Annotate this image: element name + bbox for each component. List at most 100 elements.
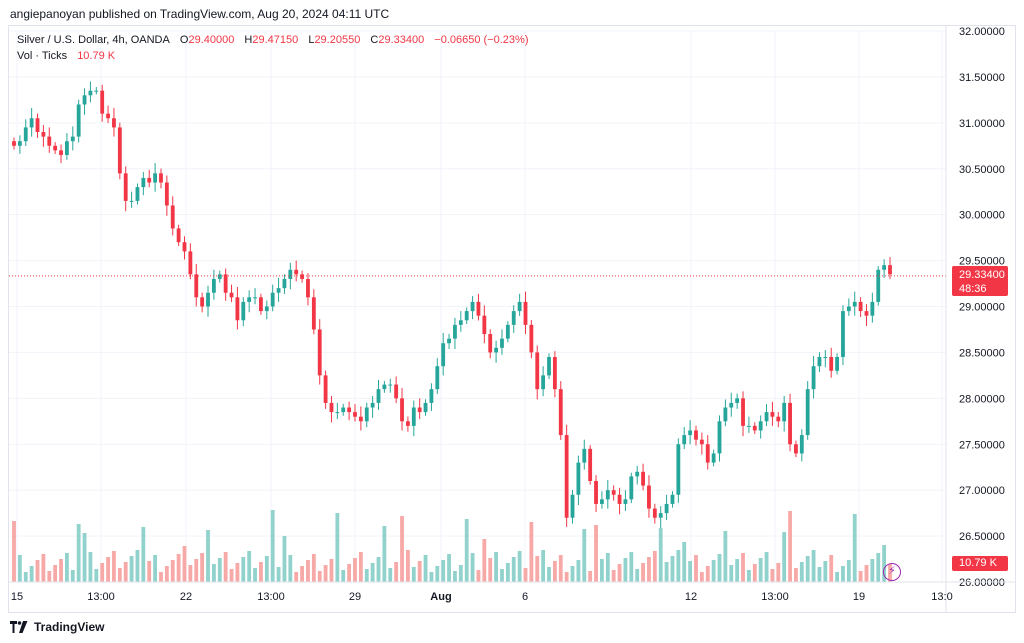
low-value: 29.20550	[314, 34, 361, 46]
volume-bar	[699, 572, 704, 582]
ohlc-legend: Silver / U.S. Dollar, 4h, OANDA O29.4000…	[17, 34, 528, 46]
volume-bar	[106, 557, 110, 582]
x-tick-label: 13:00	[761, 591, 789, 603]
volume-bar	[147, 561, 152, 582]
candle-body	[206, 292, 210, 307]
lightning-bolt-icon[interactable]: ⚡	[883, 563, 901, 581]
candle-body	[358, 416, 363, 422]
candle-body	[23, 127, 28, 142]
volume-bar	[564, 572, 569, 582]
volume-bar	[353, 558, 357, 582]
x-tick-label: 19	[853, 591, 865, 603]
volume-bar	[829, 555, 834, 582]
volume-bar	[376, 557, 381, 582]
high-value: 29.47150	[252, 34, 299, 46]
candle-body	[300, 274, 304, 279]
candle-body	[888, 265, 892, 275]
candle-body	[623, 499, 628, 504]
x-tick-label: 22	[180, 591, 192, 603]
candle-body	[788, 402, 792, 445]
last-price-badge: 29.33400 48:36	[952, 266, 1008, 296]
volume-bar	[59, 559, 63, 582]
candle-body	[576, 462, 581, 495]
candle-body	[705, 444, 710, 463]
volume-bar	[488, 558, 493, 582]
volume-bar	[306, 560, 310, 582]
candle-body	[652, 508, 657, 518]
volume-bar	[282, 536, 287, 582]
candle-body	[147, 177, 152, 183]
candle-body	[570, 494, 575, 518]
volume-bar	[211, 564, 216, 582]
volume-bar	[247, 551, 252, 582]
volume-bar	[805, 556, 810, 582]
y-tick-label: 26.50000	[959, 531, 1005, 543]
candle-body	[76, 104, 81, 137]
candle-body	[423, 402, 428, 413]
candle-body	[135, 187, 140, 201]
candle-body	[494, 347, 499, 353]
candle-body	[123, 173, 128, 201]
candle-body	[552, 357, 557, 390]
chart-pane[interactable]: 32.00000 31.50000 31.00000 30.50000 30.00000…	[8, 25, 1016, 613]
candle-body	[758, 421, 763, 431]
candle-body	[35, 118, 40, 133]
bar-countdown: 48:36	[959, 283, 987, 295]
volume-bar	[53, 565, 58, 582]
candle-body	[729, 402, 734, 408]
volume-bar	[605, 553, 610, 582]
volume-bar	[458, 565, 463, 582]
candle-body	[53, 145, 58, 151]
volume-bars	[12, 510, 892, 582]
candle-body	[882, 265, 887, 270]
volume-bar	[382, 526, 387, 582]
volume-bar	[76, 524, 81, 582]
candle-body	[276, 288, 281, 293]
candle-body	[517, 301, 522, 312]
volume-bar	[852, 514, 857, 582]
volume-bar	[135, 550, 140, 582]
candle-body	[464, 311, 469, 321]
volume-bar	[723, 531, 728, 582]
candle-body	[476, 301, 481, 316]
candle-body	[858, 301, 863, 312]
volume-bar	[870, 559, 875, 582]
candle-body	[376, 389, 381, 403]
volume-bar	[764, 552, 769, 582]
volume-label[interactable]: Vol · Ticks	[17, 50, 68, 62]
candle-body	[176, 228, 181, 243]
candle-body	[235, 297, 240, 321]
candle-body	[535, 352, 540, 390]
candle-body	[694, 430, 698, 440]
volume-bar	[100, 563, 105, 582]
volume-bar	[470, 553, 475, 582]
volume-value: 10.79 K	[77, 50, 116, 62]
x-tick-label: 15	[11, 591, 23, 603]
volume-bar	[229, 569, 234, 582]
price-chart[interactable]: 32.00000 31.50000 31.00000 30.50000 30.00000…	[9, 26, 1015, 612]
volume-bar	[388, 568, 393, 582]
volume-bar	[676, 550, 681, 582]
candle-body	[811, 366, 816, 390]
candle-body	[323, 375, 328, 403]
y-tick-label: 32.00000	[959, 26, 1005, 38]
volume-bar	[200, 553, 205, 582]
footer: TradingView	[10, 618, 104, 636]
volume-bar	[705, 566, 710, 582]
candle-body	[600, 499, 604, 504]
candle-body	[723, 407, 728, 422]
candle-body	[588, 448, 593, 481]
candle-body	[106, 113, 110, 119]
candle-body	[735, 398, 740, 403]
symbol-title[interactable]: Silver / U.S. Dollar, 4h, OANDA	[17, 34, 170, 46]
candle-body	[711, 453, 716, 463]
candle-body	[70, 136, 75, 142]
footer-brand[interactable]: TradingView	[34, 620, 105, 634]
volume-bar	[758, 558, 763, 582]
volume-bar	[288, 555, 293, 582]
candle-body	[311, 297, 316, 330]
x-tick-label: Aug	[430, 591, 451, 603]
volume-bar	[117, 568, 122, 582]
volume-bar	[629, 552, 634, 582]
candle-body	[582, 448, 587, 463]
